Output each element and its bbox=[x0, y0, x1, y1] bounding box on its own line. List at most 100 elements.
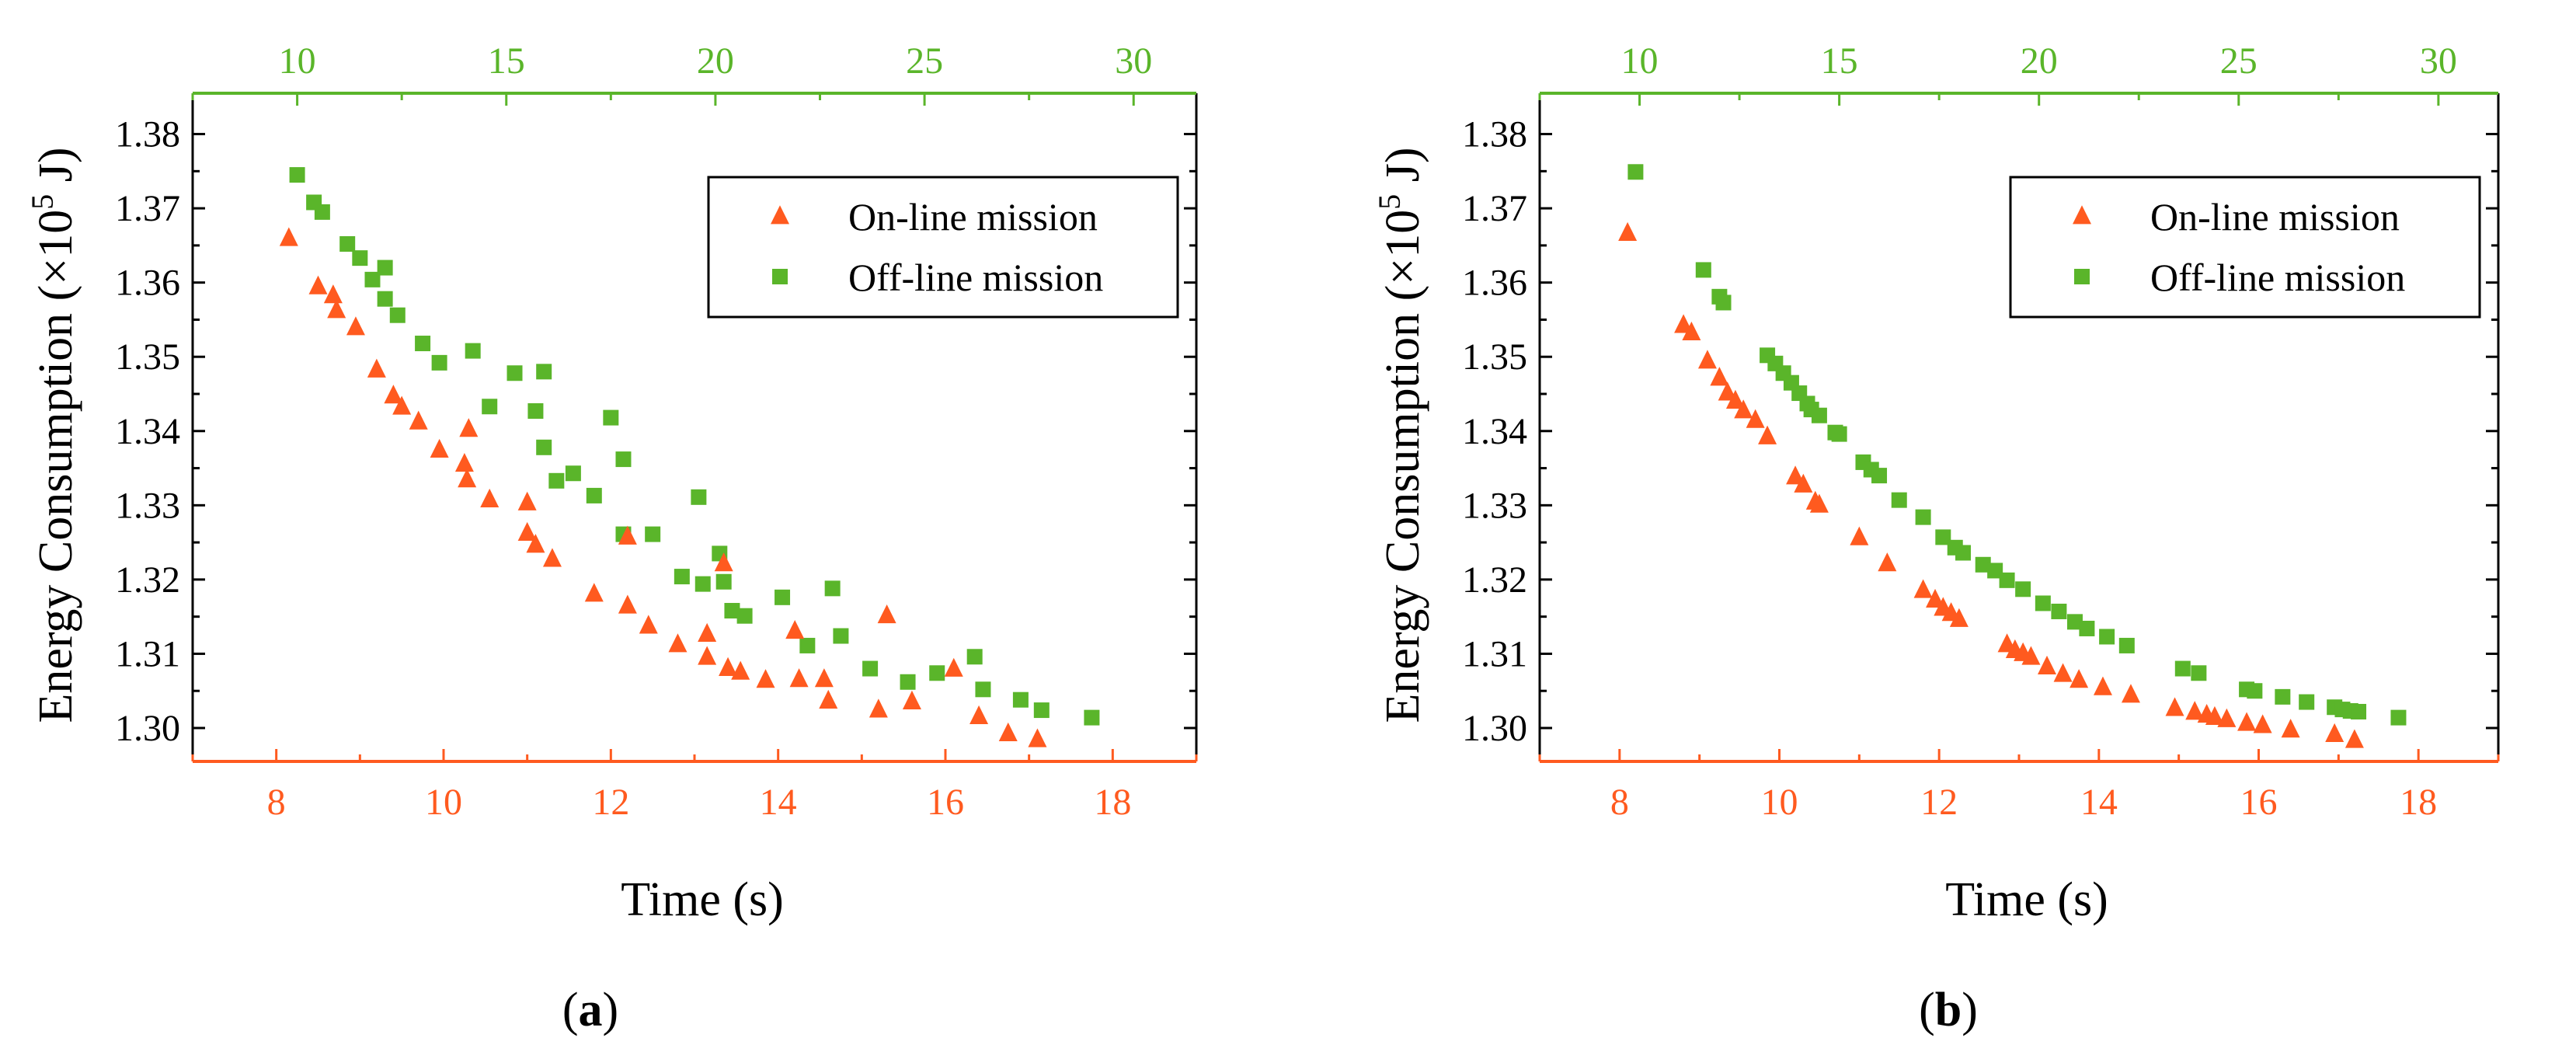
offline-point bbox=[736, 608, 753, 624]
offline-point bbox=[2035, 595, 2051, 611]
online-point bbox=[2165, 697, 2184, 716]
online-point bbox=[756, 669, 775, 688]
offline-point bbox=[482, 399, 498, 415]
online-point bbox=[1697, 350, 1717, 369]
offline-point bbox=[389, 307, 406, 323]
y-tick-label: 1.32 bbox=[1462, 559, 1527, 601]
offline-point bbox=[2066, 614, 2083, 630]
online-point bbox=[618, 525, 637, 545]
online-point bbox=[1710, 367, 1729, 386]
offline-point bbox=[1627, 164, 1644, 180]
offline-point bbox=[1999, 572, 2015, 588]
online-point bbox=[459, 418, 479, 437]
online-point bbox=[430, 438, 449, 458]
offline-point bbox=[2299, 694, 2315, 710]
x-tick-label: 14 bbox=[760, 782, 797, 823]
online-point bbox=[1794, 473, 1813, 493]
offline-point bbox=[314, 204, 330, 220]
online-point bbox=[2325, 723, 2345, 742]
y-tick-label: 1.37 bbox=[115, 188, 180, 229]
online-point bbox=[785, 620, 805, 639]
y-axis-title: Energy Consumption (×105 J) bbox=[25, 148, 82, 723]
offline-point bbox=[527, 402, 544, 419]
offline-point bbox=[2015, 581, 2031, 597]
offline-point bbox=[536, 364, 552, 380]
legend-box bbox=[707, 176, 1179, 319]
top-tick-label: 20 bbox=[2021, 40, 2058, 82]
online-point bbox=[1926, 588, 1945, 608]
top-tick-label: 15 bbox=[488, 40, 525, 82]
offline-point bbox=[2099, 629, 2115, 645]
online-point bbox=[698, 646, 717, 665]
online-point bbox=[2070, 669, 2089, 688]
offline-point bbox=[415, 336, 431, 352]
online-point bbox=[2281, 719, 2300, 738]
offline-point bbox=[615, 451, 632, 468]
online-point bbox=[2345, 729, 2364, 748]
legend-label-offline: Off-line mission bbox=[2150, 256, 2405, 299]
offline-point bbox=[565, 465, 581, 482]
caption-paren-close: ) bbox=[1962, 984, 1978, 1036]
y-tick-label: 1.36 bbox=[1462, 263, 1527, 304]
offline-point bbox=[2051, 603, 2067, 619]
online-point bbox=[698, 622, 717, 642]
x-axis-title: Time (s) bbox=[621, 873, 784, 926]
online-point bbox=[392, 395, 412, 415]
offline-point bbox=[1975, 556, 1991, 573]
x-tick-label: 14 bbox=[2080, 782, 2118, 823]
online-point bbox=[384, 385, 403, 404]
online-point bbox=[409, 410, 428, 430]
offline-point bbox=[536, 439, 552, 455]
x-tick-label: 8 bbox=[1610, 782, 1629, 823]
offline-point bbox=[1084, 709, 1100, 726]
top-tick-label: 10 bbox=[279, 40, 316, 82]
x-tick-label: 8 bbox=[267, 782, 286, 823]
online-point bbox=[714, 552, 733, 572]
panel-caption: (b) bbox=[1919, 984, 1978, 1036]
panel-b: 8 10 12 14 16 18 10 15 20 25 30 1.30 1.31 1.32 1.33 1.3… bbox=[1372, 40, 2500, 1036]
offline-point bbox=[586, 487, 602, 503]
y-tick-label: 1.32 bbox=[115, 559, 180, 601]
legend: On-line mission Off-line mission bbox=[707, 176, 1179, 319]
online-point bbox=[2205, 705, 2224, 726]
online-point bbox=[1850, 526, 1869, 545]
offline-point bbox=[1891, 492, 1907, 508]
y-tick-label: 1.37 bbox=[1462, 188, 1527, 229]
y-tick-label: 1.38 bbox=[115, 114, 180, 155]
offline-point bbox=[975, 681, 991, 698]
online-point bbox=[1734, 399, 1753, 419]
y-tick-label: 1.36 bbox=[115, 263, 180, 304]
online-point bbox=[819, 689, 838, 709]
offline-point bbox=[724, 603, 740, 619]
x-tick-label: 10 bbox=[425, 782, 462, 823]
y-tick-label: 1.30 bbox=[1462, 708, 1527, 749]
offline-point bbox=[715, 573, 732, 590]
offline-point bbox=[603, 409, 619, 426]
offline-point bbox=[2079, 620, 2095, 636]
online-point bbox=[517, 521, 537, 542]
y-tick-label: 1.30 bbox=[115, 708, 180, 749]
offline-point bbox=[377, 260, 393, 276]
y-tick-label: 1.31 bbox=[115, 633, 180, 674]
offline-point bbox=[2118, 637, 2135, 653]
online-point bbox=[1786, 465, 1805, 485]
online-point bbox=[731, 660, 750, 680]
offline-point bbox=[900, 674, 916, 690]
offline-point bbox=[2174, 660, 2191, 677]
top-tick-label: 25 bbox=[2220, 40, 2257, 82]
y-tick-label: 1.34 bbox=[115, 411, 180, 452]
online-point bbox=[1809, 493, 1829, 513]
online-point bbox=[1913, 579, 1933, 598]
offline-point bbox=[694, 576, 711, 592]
offline-point bbox=[1012, 691, 1029, 708]
legend-label-online: On-line mission bbox=[2150, 195, 2400, 239]
online-point bbox=[1949, 608, 1969, 627]
online-point bbox=[2253, 714, 2272, 733]
offline-point bbox=[1715, 294, 1732, 311]
offline-point bbox=[1935, 529, 1951, 545]
top-tick-label: 15 bbox=[1821, 40, 1858, 82]
caption-letter: b bbox=[1935, 984, 1962, 1036]
offline-point bbox=[506, 365, 523, 381]
top-tick-label: 10 bbox=[1621, 40, 1659, 82]
online-point bbox=[2121, 684, 2140, 703]
